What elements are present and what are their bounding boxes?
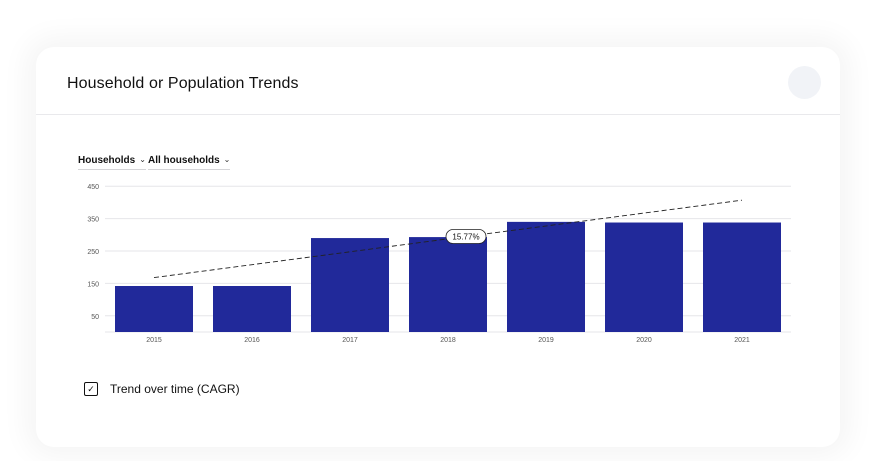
x-tick-label: 2015	[146, 337, 162, 344]
x-tick-label: 2021	[734, 337, 750, 344]
x-tick-label: 2017	[342, 337, 358, 344]
bar	[311, 238, 389, 332]
trend-toggle[interactable]: ✓ Trend over time (CAGR)	[84, 382, 240, 396]
chevron-down-icon: ⌄	[139, 155, 146, 164]
bar	[213, 286, 291, 332]
check-icon: ✓	[87, 383, 95, 394]
bar	[115, 286, 193, 332]
card-title: Household or Population Trends	[67, 75, 299, 92]
x-tick-label: 2018	[440, 337, 456, 344]
y-tick-label: 450	[87, 184, 99, 191]
measure-dropdown-label: Households	[78, 155, 136, 166]
trend-checkbox[interactable]: ✓	[84, 382, 98, 396]
trends-card: Household or Population Trends Household…	[36, 47, 840, 447]
y-tick-label: 250	[87, 249, 99, 256]
trend-label-pill	[445, 229, 487, 244]
card-header: Household or Population Trends	[36, 47, 840, 115]
y-tick-label: 350	[87, 217, 99, 224]
bar	[703, 222, 781, 332]
y-tick-label: 150	[87, 281, 99, 288]
x-tick-label: 2016	[244, 337, 260, 344]
header-action-button[interactable]	[788, 66, 821, 99]
bar	[507, 221, 585, 332]
x-tick-label: 2019	[538, 337, 554, 344]
x-tick-label: 2020	[636, 337, 652, 344]
trend-checkbox-label: Trend over time (CAGR)	[110, 382, 240, 396]
bar	[409, 237, 487, 332]
segment-dropdown-label: All households	[148, 155, 220, 166]
measure-dropdown[interactable]: Households ⌄	[78, 155, 146, 170]
chevron-down-icon: ⌄	[223, 155, 231, 164]
segment-dropdown[interactable]: All households ⌄	[148, 155, 231, 170]
bar-chart: 50 150 250 350 450 2015 2016 2017 2018 2019 2020 20…	[87, 184, 791, 344]
y-tick-label: 50	[91, 314, 99, 321]
trend-label: 15.77%	[452, 233, 479, 242]
bar	[605, 222, 683, 332]
